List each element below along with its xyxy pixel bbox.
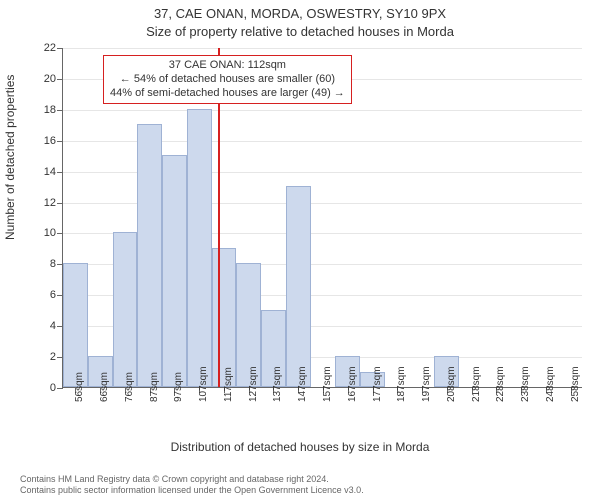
footer-line-1: Contains HM Land Registry data © Crown c… [20, 474, 580, 485]
x-tick-label: 157sqm [322, 366, 333, 402]
x-tick-label: 56sqm [74, 372, 85, 402]
histogram-bar [137, 124, 162, 387]
x-tick-label: 117sqm [223, 367, 234, 402]
y-tick [57, 141, 63, 142]
histogram-bar [212, 248, 237, 387]
footer-line-2: Contains public sector information licen… [20, 485, 580, 496]
gridline [63, 48, 582, 49]
x-tick-label: 218sqm [471, 366, 482, 402]
title-main: 37, CAE ONAN, MORDA, OSWESTRY, SY10 9PX [0, 6, 600, 21]
y-tick-label: 16 [28, 135, 56, 147]
x-tick-label: 147sqm [297, 366, 308, 402]
annotation-line-1: 37 CAE ONAN: 112sqm [110, 59, 345, 73]
x-tick-label: 197sqm [421, 366, 432, 402]
y-tick-label: 8 [28, 258, 56, 270]
x-tick-label: 248sqm [545, 366, 556, 402]
y-tick [57, 110, 63, 111]
histogram-bar [187, 109, 212, 387]
x-tick-label: 238sqm [520, 366, 531, 402]
x-tick-label: 107sqm [198, 366, 209, 402]
y-tick-label: 2 [28, 351, 56, 363]
x-tick-label: 76sqm [124, 372, 135, 402]
x-tick-label: 228sqm [495, 366, 506, 402]
histogram-bar [113, 232, 138, 387]
gridline [63, 110, 582, 111]
annotation-line-2: ← 54% of detached houses are smaller (60… [110, 73, 345, 87]
y-tick-label: 4 [28, 320, 56, 332]
title-sub: Size of property relative to detached ho… [0, 24, 600, 39]
y-tick-label: 22 [28, 42, 56, 54]
histogram-bar [286, 186, 311, 387]
x-axis-label: Distribution of detached houses by size … [0, 440, 600, 454]
histogram-bar [162, 155, 187, 387]
x-tick-label: 187sqm [396, 366, 407, 402]
x-tick-label: 137sqm [272, 366, 283, 402]
x-tick-label: 87sqm [149, 372, 160, 402]
y-tick [57, 233, 63, 234]
y-tick-label: 18 [28, 104, 56, 116]
x-tick-label: 208sqm [446, 366, 457, 402]
x-tick-label: 66sqm [99, 372, 110, 402]
y-axis-label: Number of detached properties [3, 75, 17, 240]
histogram-bar [63, 263, 88, 387]
x-tick-label: 97sqm [173, 372, 184, 402]
chart-container: 37, CAE ONAN, MORDA, OSWESTRY, SY10 9PX … [0, 0, 600, 500]
y-tick [57, 79, 63, 80]
x-tick-label: 258sqm [570, 366, 581, 402]
annotation-box: 37 CAE ONAN: 112sqm ← 54% of detached ho… [103, 55, 352, 104]
y-tick [57, 388, 63, 389]
y-tick [57, 48, 63, 49]
y-tick-label: 0 [28, 382, 56, 394]
plot-area: 37 CAE ONAN: 112sqm ← 54% of detached ho… [62, 48, 582, 388]
y-tick-label: 10 [28, 227, 56, 239]
x-tick-label: 127sqm [248, 366, 259, 402]
annotation-line-3: 44% of semi-detached houses are larger (… [110, 87, 345, 101]
y-tick [57, 203, 63, 204]
x-tick-label: 177sqm [372, 366, 383, 402]
y-tick-label: 6 [28, 289, 56, 301]
y-tick [57, 172, 63, 173]
y-tick-label: 20 [28, 73, 56, 85]
y-tick-label: 12 [28, 197, 56, 209]
footer-text: Contains HM Land Registry data © Crown c… [20, 474, 580, 497]
y-tick-label: 14 [28, 166, 56, 178]
x-tick-label: 167sqm [347, 366, 358, 402]
